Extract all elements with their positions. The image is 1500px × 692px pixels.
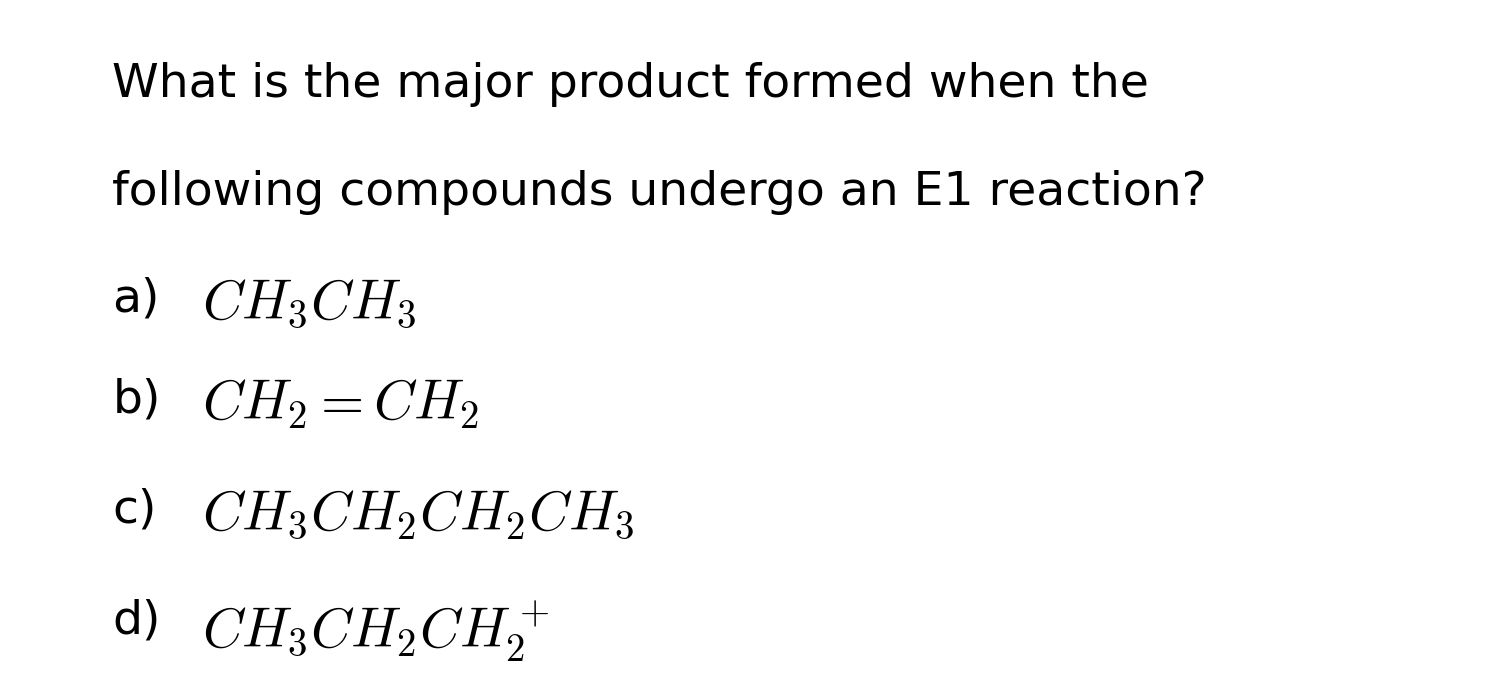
- Text: a): a): [112, 277, 160, 322]
- Text: c): c): [112, 488, 158, 533]
- Text: What is the major product formed when the: What is the major product formed when th…: [112, 62, 1149, 107]
- Text: $CH_2{=}CH_2$: $CH_2{=}CH_2$: [202, 377, 478, 430]
- Text: d): d): [112, 599, 160, 644]
- Text: b): b): [112, 377, 160, 422]
- Text: $CH_3CH_2CH_2CH_3$: $CH_3CH_2CH_2CH_3$: [202, 488, 634, 541]
- Text: following compounds undergo an E1 reaction?: following compounds undergo an E1 reacti…: [112, 170, 1208, 215]
- Text: $CH_3CH_3$: $CH_3CH_3$: [202, 277, 417, 330]
- Text: $CH_3CH_2CH_2^+$: $CH_3CH_2CH_2^+$: [202, 599, 549, 664]
